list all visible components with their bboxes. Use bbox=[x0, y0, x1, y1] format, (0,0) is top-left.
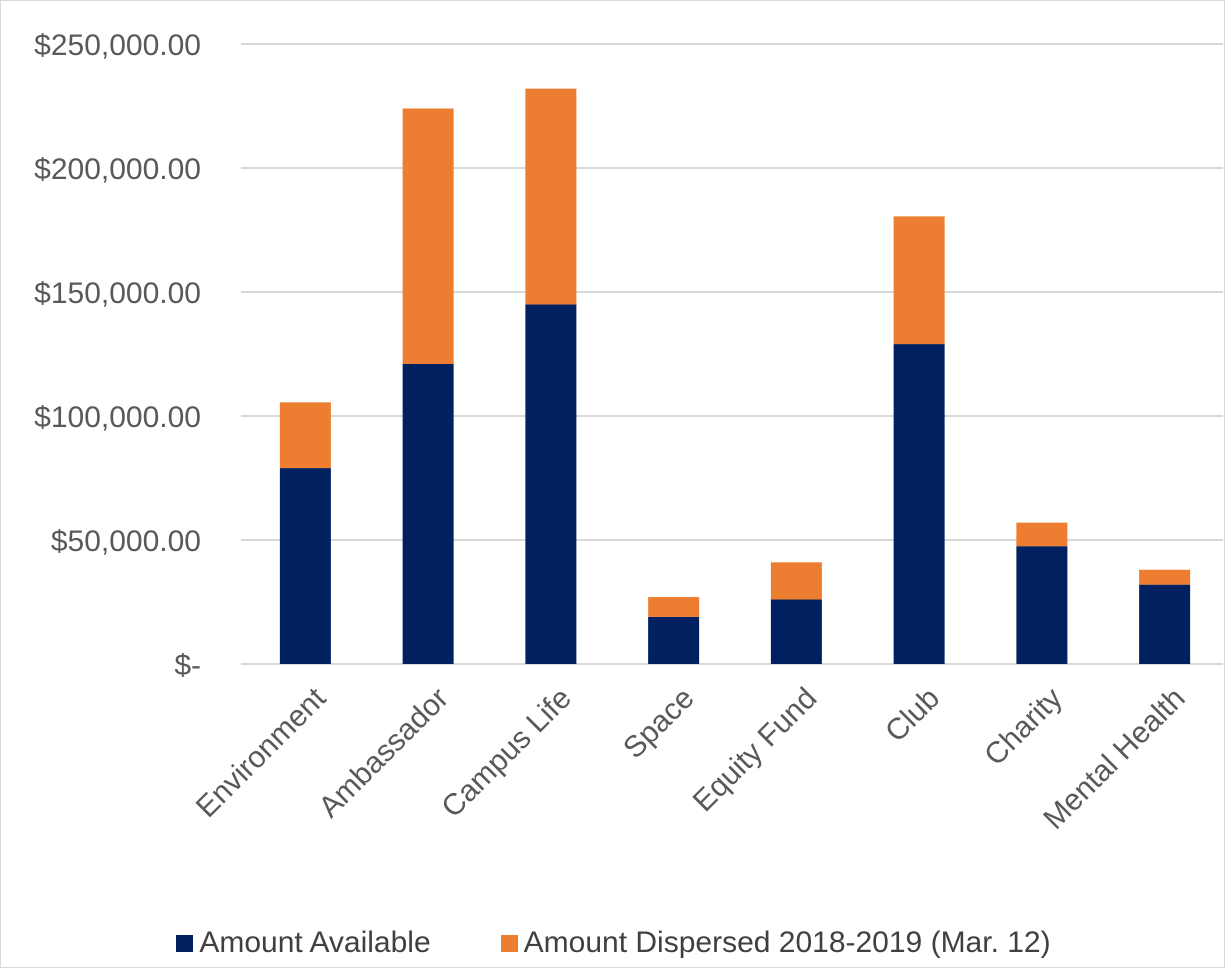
bar-segment-dispersed bbox=[1139, 569, 1191, 585]
bar-segment-available bbox=[1139, 584, 1191, 664]
legend-item-amount-dispersed: Amount Dispersed 2018-2019 (Mar. 12) bbox=[500, 926, 1051, 960]
x-tick-label: Space bbox=[617, 682, 700, 765]
y-tick-label: $100,000.00 bbox=[34, 401, 201, 434]
y-tick-label: $- bbox=[174, 649, 201, 682]
legend-label-amount-available: Amount Available bbox=[199, 926, 431, 959]
legend-swatch-amount-dispersed bbox=[500, 934, 518, 952]
bar-segment-dispersed bbox=[648, 597, 700, 617]
x-tick-label: Environment bbox=[190, 681, 333, 824]
x-tick-label: Campus Life bbox=[435, 682, 577, 824]
x-tick-label: Equity Fund bbox=[687, 682, 824, 819]
bar-segment-available bbox=[402, 363, 454, 664]
legend-label-amount-dispersed: Amount Dispersed 2018-2019 (Mar. 12) bbox=[523, 926, 1051, 959]
x-tick-label: Club bbox=[879, 682, 946, 749]
y-tick-label: $50,000.00 bbox=[51, 525, 201, 558]
y-tick-label: $250,000.00 bbox=[34, 29, 201, 62]
bar-segment-dispersed bbox=[525, 88, 577, 305]
bar-segment-available bbox=[279, 468, 331, 664]
bar-segment-available bbox=[893, 344, 945, 664]
bar-segment-dispersed bbox=[402, 108, 454, 364]
legend: Amount Available Amount Dispersed 2018-2… bbox=[1, 923, 1225, 963]
x-tick-label: Ambassador bbox=[313, 682, 455, 824]
bar-segment-dispersed bbox=[1016, 522, 1068, 547]
bar-segment-available bbox=[770, 599, 822, 664]
legend-item-amount-available: Amount Available bbox=[176, 926, 431, 960]
y-tick-label: $150,000.00 bbox=[34, 277, 201, 310]
bar-segment-dispersed bbox=[770, 562, 822, 600]
bar-segment-available bbox=[1016, 546, 1068, 664]
legend-swatch-amount-available bbox=[176, 934, 194, 952]
bar-segment-available bbox=[648, 616, 700, 664]
x-tick-label: Charity bbox=[978, 682, 1069, 773]
y-tick-label: $200,000.00 bbox=[34, 153, 201, 186]
stacked-bar-chart: $- $50,000.00 $100,000.00 $150,000.00 $200,0… bbox=[34, 29, 1223, 836]
bar-segment-available bbox=[525, 304, 577, 664]
bar-segment-dispersed bbox=[893, 216, 945, 345]
bar-segment-dispersed bbox=[279, 402, 331, 469]
